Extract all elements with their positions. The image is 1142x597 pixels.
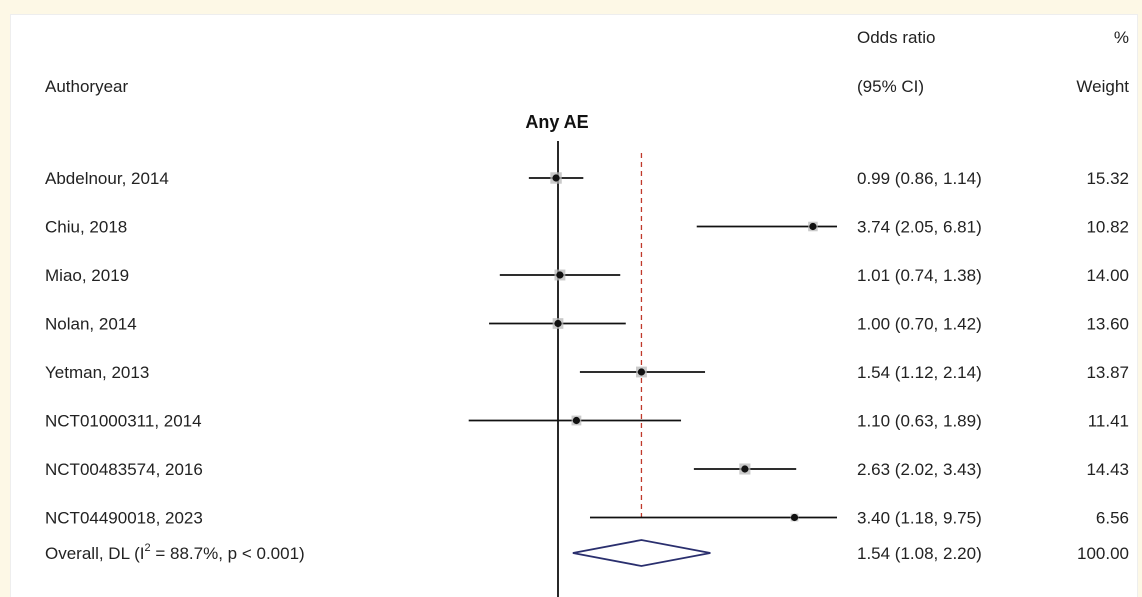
subgroup-title: Any AE xyxy=(525,112,588,132)
overall-label: Overall, DL (I2 = 88.7%, p < 0.001) xyxy=(45,542,305,563)
study-label: NCT04490018, 2023 xyxy=(45,509,203,528)
study-label: Chiu, 2018 xyxy=(45,218,127,237)
study-weight: 13.60 xyxy=(1086,315,1129,334)
header-weight-line1: % xyxy=(1114,28,1129,47)
study-point-estimate xyxy=(552,174,559,181)
study-label: NCT00483574, 2016 xyxy=(45,460,203,479)
study-weight: 11.41 xyxy=(1088,412,1129,431)
header-weight-line2: Weight xyxy=(1076,77,1129,96)
study-point-estimate xyxy=(791,514,798,521)
header-effect-line1: Odds ratio xyxy=(857,28,935,47)
study-weight: 6.56 xyxy=(1096,509,1129,528)
study-point-estimate xyxy=(554,320,561,327)
overall-diamond xyxy=(573,540,711,566)
study-rows: Abdelnour, 2014 0.99 (0.86, 1.14) 15.32 Chi… xyxy=(45,169,1129,528)
study-label: NCT01000311, 2014 xyxy=(45,412,202,431)
study-ci-text: 2.63 (2.02, 3.43) xyxy=(857,460,982,479)
study-ci-text: 0.99 (0.86, 1.14) xyxy=(857,169,982,188)
study-point-estimate xyxy=(638,368,645,375)
study-label: Yetman, 2013 xyxy=(45,363,149,382)
forest-plot-card: Authoryear Odds ratio (95% CI) % Weight … xyxy=(10,14,1138,597)
study-ci-text: 3.74 (2.05, 6.81) xyxy=(857,218,982,237)
header-study: Authoryear xyxy=(45,77,128,96)
study-point-estimate xyxy=(573,417,580,424)
overall-ci-text: 1.54 (1.08, 2.20) xyxy=(857,544,982,563)
study-label: Miao, 2019 xyxy=(45,266,129,285)
study-label: Nolan, 2014 xyxy=(45,315,137,334)
study-weight: 14.00 xyxy=(1086,266,1129,285)
study-point-estimate xyxy=(809,223,816,230)
study-ci-text: 1.10 (0.63, 1.89) xyxy=(857,412,982,431)
study-weight: 15.32 xyxy=(1086,169,1129,188)
study-weight: 10.82 xyxy=(1086,218,1129,237)
study-weight: 14.43 xyxy=(1086,460,1129,479)
study-ci-text: 1.01 (0.74, 1.38) xyxy=(857,266,982,285)
study-ci-text: 1.54 (1.12, 2.14) xyxy=(857,363,982,382)
header-effect-line2: (95% CI) xyxy=(857,77,924,96)
overall-label-suffix: = 88.7%, p < 0.001) xyxy=(151,544,305,563)
study-point-estimate xyxy=(741,465,748,472)
study-ci-text: 3.40 (1.18, 9.75) xyxy=(857,509,982,528)
study-ci-text: 1.00 (0.70, 1.42) xyxy=(857,315,982,334)
study-point-estimate xyxy=(556,271,563,278)
study-weight: 13.87 xyxy=(1086,363,1129,382)
study-label: Abdelnour, 2014 xyxy=(45,169,169,188)
overall-weight: 100.00 xyxy=(1077,544,1129,563)
overall-label-prefix: Overall, DL (I xyxy=(45,544,145,563)
forest-plot: Authoryear Odds ratio (95% CI) % Weight … xyxy=(11,15,1137,597)
